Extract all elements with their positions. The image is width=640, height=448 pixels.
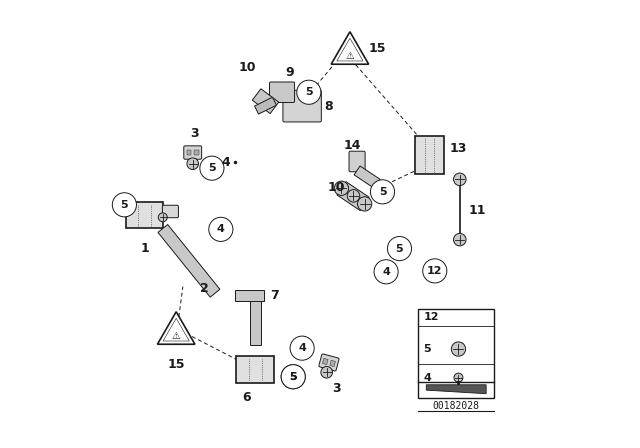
Text: 4: 4: [382, 267, 390, 277]
Text: 1: 1: [141, 242, 149, 255]
Text: 12: 12: [424, 312, 439, 322]
Circle shape: [290, 336, 314, 360]
Circle shape: [281, 365, 305, 389]
Circle shape: [454, 373, 463, 382]
FancyBboxPatch shape: [415, 136, 444, 174]
Text: 15: 15: [168, 358, 185, 371]
Circle shape: [287, 371, 299, 383]
Circle shape: [374, 260, 398, 284]
FancyBboxPatch shape: [349, 151, 365, 172]
FancyBboxPatch shape: [236, 356, 274, 383]
Text: 00182028: 00182028: [433, 401, 480, 411]
Text: 15: 15: [368, 42, 386, 55]
FancyBboxPatch shape: [163, 205, 179, 218]
Text: 5: 5: [305, 87, 313, 97]
Text: 3: 3: [189, 127, 198, 140]
Circle shape: [200, 156, 224, 180]
Text: ⚠: ⚠: [172, 331, 180, 340]
Polygon shape: [255, 97, 276, 114]
Text: 4: 4: [217, 224, 225, 234]
Text: 5: 5: [379, 187, 387, 197]
FancyBboxPatch shape: [187, 150, 191, 155]
Text: 13: 13: [449, 142, 467, 155]
Polygon shape: [331, 32, 369, 64]
Text: 5: 5: [424, 344, 431, 354]
FancyBboxPatch shape: [323, 358, 328, 365]
Text: 9: 9: [285, 66, 294, 79]
Polygon shape: [158, 224, 220, 297]
Circle shape: [451, 342, 465, 356]
Text: 6: 6: [242, 391, 251, 404]
Text: 12: 12: [427, 266, 442, 276]
FancyBboxPatch shape: [269, 82, 294, 103]
Circle shape: [334, 181, 349, 195]
FancyBboxPatch shape: [319, 354, 339, 371]
Text: 5: 5: [289, 372, 297, 382]
Text: 4: 4: [298, 343, 306, 353]
Polygon shape: [157, 312, 195, 344]
Polygon shape: [337, 181, 369, 211]
FancyBboxPatch shape: [419, 309, 494, 398]
FancyBboxPatch shape: [195, 150, 199, 155]
FancyBboxPatch shape: [330, 360, 335, 366]
Polygon shape: [354, 166, 380, 188]
Polygon shape: [250, 296, 260, 345]
Circle shape: [454, 173, 466, 185]
Circle shape: [113, 193, 136, 217]
Circle shape: [297, 80, 321, 104]
Circle shape: [209, 217, 233, 241]
Text: 4: 4: [424, 373, 431, 383]
Text: 14: 14: [344, 138, 361, 152]
Text: 10: 10: [239, 61, 257, 74]
Circle shape: [371, 180, 395, 204]
Text: 5: 5: [208, 163, 216, 173]
FancyBboxPatch shape: [125, 202, 163, 228]
Text: 7: 7: [270, 289, 279, 302]
Text: 8: 8: [324, 99, 333, 112]
FancyBboxPatch shape: [449, 311, 468, 324]
Circle shape: [387, 237, 412, 261]
Text: 2: 2: [200, 282, 208, 295]
Circle shape: [187, 158, 198, 169]
Polygon shape: [426, 385, 486, 394]
Polygon shape: [252, 89, 279, 114]
FancyBboxPatch shape: [283, 90, 321, 122]
Text: 5: 5: [289, 372, 297, 382]
Circle shape: [454, 233, 466, 246]
Text: 3: 3: [333, 382, 341, 395]
FancyBboxPatch shape: [184, 146, 202, 159]
Circle shape: [158, 213, 167, 222]
Circle shape: [281, 365, 305, 389]
Text: 4: 4: [222, 156, 230, 169]
Text: 11: 11: [468, 204, 486, 217]
Polygon shape: [235, 290, 264, 301]
Text: 5: 5: [396, 244, 403, 254]
Circle shape: [321, 366, 333, 378]
Text: 5: 5: [120, 200, 128, 210]
Circle shape: [348, 190, 360, 202]
Circle shape: [358, 197, 372, 211]
Text: 10: 10: [327, 181, 345, 194]
Text: ⚠: ⚠: [346, 51, 355, 60]
Circle shape: [423, 259, 447, 283]
